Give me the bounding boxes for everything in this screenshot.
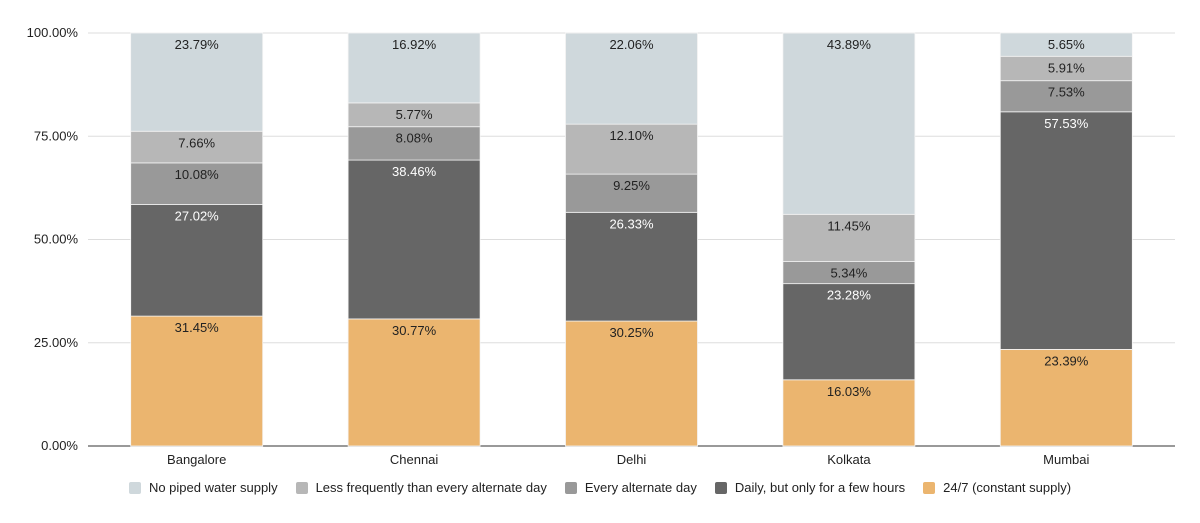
y-tick-label: 0.00% — [41, 438, 78, 453]
stacked-bar-chart: 0.00% 25.00% 50.00% 75.00% 100.00% 31.45% 27.0… — [27, 25, 1175, 467]
legend-swatch — [564, 481, 577, 494]
data-label: 57.53% — [1044, 116, 1089, 131]
data-label: 9.25% — [613, 178, 650, 193]
legend-label: Every alternate day — [584, 480, 697, 495]
y-tick-label: 25.00% — [34, 335, 79, 350]
bar-segment — [782, 32, 916, 215]
data-label: 38.46% — [392, 164, 437, 179]
legend-label: Daily, but only for a few hours — [734, 480, 906, 495]
data-label: 23.28% — [827, 288, 872, 303]
data-label: 5.77% — [396, 107, 433, 122]
data-label: 10.08% — [175, 167, 220, 182]
legend-label: No piped water supply — [148, 480, 278, 495]
legend-item: 24/7 (constant supply) — [923, 480, 1071, 495]
data-label: 5.34% — [830, 266, 867, 281]
legend-item: Less frequently than every alternate day — [295, 480, 547, 495]
y-tick-label: 50.00% — [34, 232, 79, 247]
bar-segment — [347, 32, 481, 104]
data-label: 26.33% — [609, 216, 654, 231]
data-label: 23.79% — [175, 37, 220, 52]
x-tick-label: Bangalore — [167, 452, 226, 467]
data-label: 27.02% — [175, 209, 220, 224]
bar-segment — [999, 348, 1133, 447]
legend-item: No piped water supply — [128, 480, 278, 495]
data-label: 7.66% — [178, 135, 215, 150]
legend-label: Less frequently than every alternate day — [315, 480, 547, 495]
legend-item: Daily, but only for a few hours — [714, 480, 906, 495]
data-label: 16.03% — [827, 384, 872, 399]
bar-segment — [130, 315, 264, 447]
legend-swatch — [128, 481, 141, 494]
bar-segment — [565, 123, 698, 175]
legend: No piped water supply Less frequently tha… — [0, 480, 1200, 495]
bar-segment — [565, 173, 698, 213]
bar-segment — [782, 379, 916, 447]
legend-swatch — [295, 481, 308, 494]
legend-swatch — [714, 481, 727, 494]
data-label: 8.08% — [396, 131, 433, 146]
bar-segment — [999, 80, 1133, 113]
legend-swatch — [923, 481, 936, 494]
bar-segment — [130, 204, 264, 317]
bar-segment — [130, 32, 264, 132]
y-tick-label: 100.00% — [27, 25, 79, 40]
data-label: 12.10% — [609, 128, 654, 143]
data-label: 31.45% — [175, 320, 220, 335]
bar-segment — [999, 111, 1133, 350]
data-label: 5.65% — [1048, 37, 1085, 52]
bar-segment — [565, 211, 698, 322]
data-label: 5.91% — [1048, 60, 1085, 75]
data-label: 43.89% — [827, 37, 872, 52]
y-tick-label: 75.00% — [34, 128, 79, 143]
legend-item: Every alternate day — [564, 480, 697, 495]
bar-segment — [130, 162, 264, 205]
data-label: 11.45% — [827, 218, 871, 233]
bar-segment — [999, 32, 1133, 57]
bar-segment — [347, 318, 481, 447]
data-label: 22.06% — [609, 37, 654, 52]
bar-segment — [565, 32, 698, 125]
x-tick-label: Delhi — [617, 452, 647, 467]
data-label: 30.77% — [392, 323, 437, 338]
data-label: 16.92% — [392, 37, 437, 52]
x-tick-label: Mumbai — [1043, 452, 1089, 467]
data-label: 7.53% — [1048, 85, 1085, 100]
x-tick-label: Chennai — [390, 452, 439, 467]
bar-segment — [782, 283, 916, 381]
data-label: 30.25% — [609, 325, 654, 340]
x-tick-label: Kolkata — [827, 452, 871, 467]
data-label: 23.39% — [1044, 353, 1089, 368]
bar-segment — [347, 159, 481, 320]
legend-label: 24/7 (constant supply) — [943, 480, 1072, 495]
